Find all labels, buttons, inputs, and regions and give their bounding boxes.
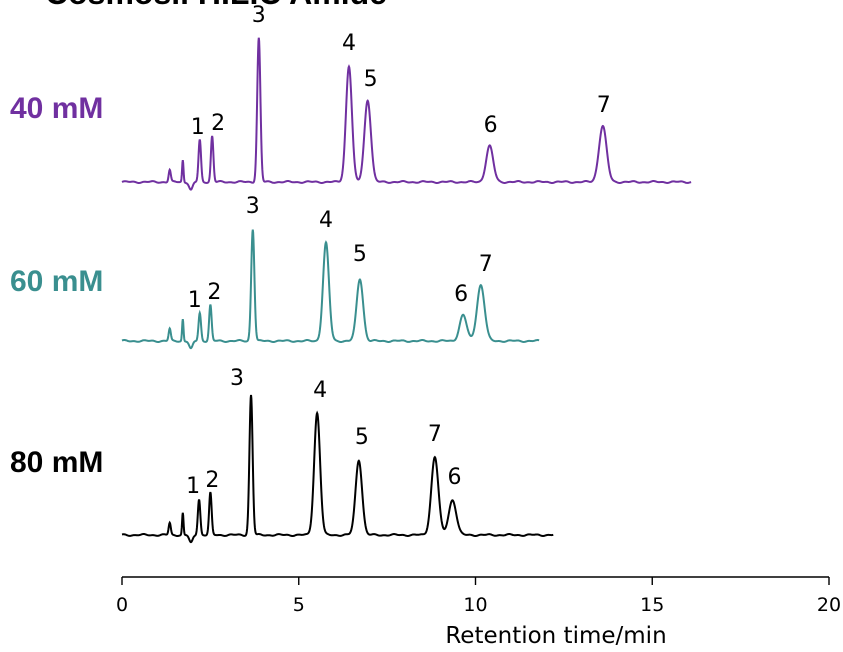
series-label: 80 mM: [10, 446, 103, 479]
peak-label-5: 5: [353, 242, 367, 267]
trace-1: 40 mM 1 2 3 45 6 7: [10, 3, 692, 191]
x-tick-label: 15: [640, 594, 664, 616]
peak-label-2: 2: [207, 280, 221, 305]
chromatogram-line: [121, 394, 554, 544]
x-tick-label: 20: [817, 594, 841, 616]
chromatogram-line: [121, 37, 692, 191]
peak-label-3: 3: [246, 194, 260, 219]
peak-label-6: 6: [454, 282, 468, 307]
peak-label-5: 5: [355, 425, 369, 450]
peak-label-7: 7: [479, 252, 493, 277]
peak-label-1: 1: [186, 474, 200, 499]
peak-label-2: 2: [211, 111, 225, 136]
peak-label-4: 4: [319, 208, 333, 233]
peak-label-6: 6: [448, 465, 462, 490]
chromatogram-line: [121, 229, 540, 350]
x-tick-label: 0: [116, 594, 128, 616]
peak-label-2: 2: [205, 468, 219, 493]
peak-label-1: 1: [188, 288, 202, 313]
x-tick-label: 10: [463, 594, 487, 616]
x-axis: 0 5 10 15 20: [116, 576, 841, 616]
trace-2: 60 mM 1 2 3 45 67: [10, 194, 540, 350]
peak-label-6: 6: [484, 113, 498, 138]
x-tick-label: 5: [293, 594, 305, 616]
peak-label-4: 4: [342, 31, 356, 56]
x-axis-title: Retention time/min: [445, 623, 666, 649]
peak-label-7: 7: [597, 93, 611, 118]
peak-label-3: 3: [230, 366, 244, 391]
series-label: 40 mM: [10, 92, 103, 125]
series-label: 60 mM: [10, 265, 103, 298]
peak-label-7: 7: [428, 422, 442, 447]
peak-label-3: 3: [252, 3, 266, 28]
peak-label-4: 4: [313, 378, 327, 403]
peak-label-5: 5: [364, 67, 378, 92]
chart-title: Cosmosil HILIC Amide: [45, 0, 387, 11]
trace-3: 80 mM 1 2 3 4 5 76: [10, 366, 554, 544]
peak-label-1: 1: [191, 115, 205, 140]
